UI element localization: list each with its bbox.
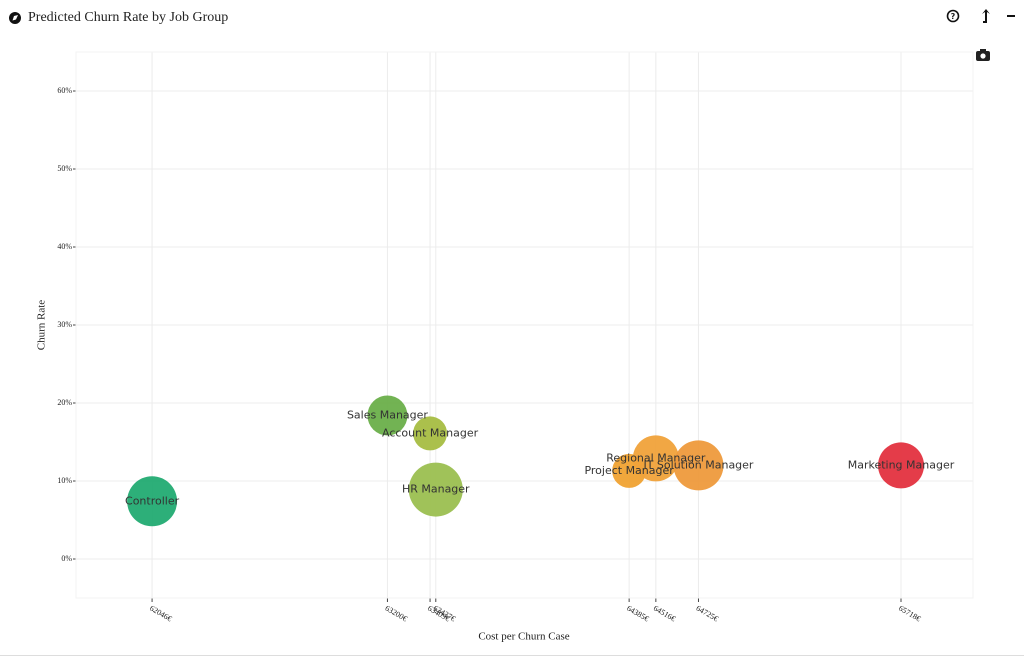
- camera-button[interactable]: [976, 49, 990, 61]
- export-button[interactable]: [982, 9, 990, 23]
- bubble: [673, 440, 724, 491]
- help-button[interactable]: ?: [946, 9, 960, 23]
- title-icon-needle: [12, 15, 18, 21]
- bubble-label: Sales Manager: [347, 408, 428, 421]
- bubble: [413, 416, 448, 451]
- x-tick-label: 63200€: [384, 604, 409, 624]
- x-tick-label: 62046€: [148, 604, 173, 624]
- x-tick-label: 65718€: [897, 604, 922, 624]
- y-tick-label: 10%: [57, 476, 72, 485]
- y-tick-label: 0%: [61, 554, 72, 563]
- y-tick-label: 50%: [57, 164, 72, 173]
- svg-text:?: ?: [951, 12, 956, 21]
- x-axis-title: Cost per Churn Case: [478, 631, 569, 643]
- bubble: [127, 476, 178, 527]
- bubble: [632, 435, 679, 482]
- y-tick-label: 60%: [57, 86, 72, 95]
- bubble-label: Account Manager: [382, 426, 479, 439]
- plot-border: [75, 51, 974, 599]
- bubble-label: Project Manager: [584, 464, 674, 477]
- x-tick-label: 64385€: [625, 604, 650, 624]
- bubble: [878, 442, 925, 489]
- chart-title: Predicted Churn Rate by Job Group: [28, 10, 228, 25]
- bubble: [408, 462, 463, 517]
- x-tick-label: 64725€: [695, 604, 720, 624]
- bubble-label: HR Manager: [402, 483, 470, 496]
- y-tick-label: 20%: [57, 398, 72, 407]
- bubble: [367, 395, 408, 436]
- y-tick-label: 30%: [57, 320, 72, 329]
- bubble-label: Marketing Manager: [848, 458, 955, 471]
- y-tick-label: 40%: [57, 242, 72, 251]
- x-tick-label: 64516€: [652, 604, 677, 624]
- minimize-button[interactable]: [1007, 15, 1015, 17]
- bubble-label: Regional Manager: [606, 451, 706, 464]
- y-axis-title: Churn Rate: [36, 300, 48, 351]
- bubble-label: IT Solution Manager: [643, 458, 753, 471]
- bubble-label: Controller: [125, 494, 180, 507]
